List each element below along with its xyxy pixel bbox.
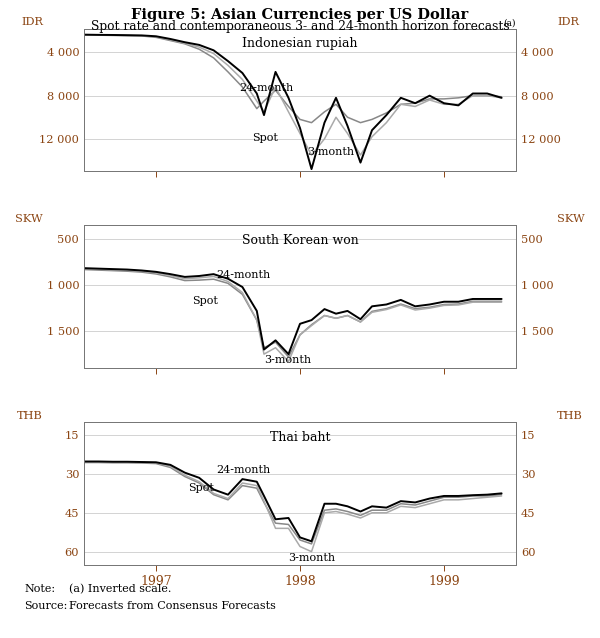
Text: Spot rate and contemporaneous 3- and 24-month horizon forecasts: Spot rate and contemporaneous 3- and 24-… — [91, 20, 509, 33]
Text: Note:: Note: — [24, 584, 55, 594]
Text: Spot: Spot — [188, 483, 214, 493]
Text: 3-month: 3-month — [289, 553, 335, 563]
Text: IDR: IDR — [557, 17, 579, 27]
Text: 24-month: 24-month — [239, 83, 294, 93]
Text: South Korean won: South Korean won — [242, 234, 358, 247]
Text: Figure 5: Asian Currencies per US Dollar: Figure 5: Asian Currencies per US Dollar — [131, 8, 469, 22]
Text: 24-month: 24-month — [217, 465, 271, 475]
Text: 3-month: 3-month — [264, 355, 311, 365]
Text: Indonesian rupiah: Indonesian rupiah — [242, 37, 358, 50]
Text: Forecasts from Consensus Forecasts: Forecasts from Consensus Forecasts — [69, 600, 276, 611]
Text: 3-month: 3-month — [307, 147, 355, 158]
Text: (a): (a) — [503, 19, 515, 27]
Text: Thai baht: Thai baht — [270, 431, 330, 443]
Text: SKW: SKW — [557, 214, 585, 224]
Text: THB: THB — [17, 411, 43, 420]
Text: 24-month: 24-month — [217, 271, 271, 281]
Text: THB: THB — [557, 411, 583, 420]
Text: (a) Inverted scale.: (a) Inverted scale. — [69, 584, 172, 594]
Text: Source:: Source: — [24, 600, 67, 611]
Text: Spot: Spot — [192, 296, 218, 306]
Text: IDR: IDR — [21, 17, 43, 27]
Text: Spot: Spot — [253, 133, 278, 144]
Text: SKW: SKW — [15, 214, 43, 224]
